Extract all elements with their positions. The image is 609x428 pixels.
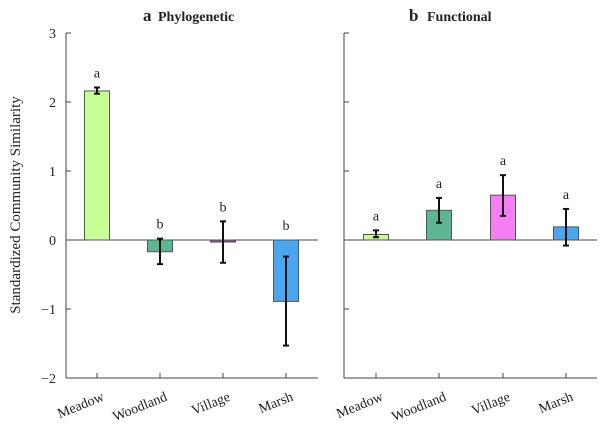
panel-a-phylogenetic: a Phylogenetic 3 2 1 0 −1 −2 a Meadow b Woodland b…: [41, 6, 318, 425]
panel-b-title: Functional: [427, 10, 492, 25]
x-tick-label: Meadow: [55, 389, 107, 422]
panel-a-letter: a: [143, 6, 152, 25]
y-tick-label: −1: [41, 303, 56, 318]
bar-meadow: [84, 90, 110, 241]
significance-label: a: [373, 209, 380, 224]
y-tick-label: 0: [49, 234, 56, 249]
x-tick-label: Meadow: [334, 389, 386, 422]
bar-village: [490, 194, 516, 241]
x-tick-label: Marsh: [537, 390, 576, 417]
panel-b-letter: b: [409, 6, 418, 25]
significance-label: a: [500, 154, 507, 169]
panel-b-functional: b Functional a Meadow a Woodland a Village a Ma…: [334, 6, 597, 425]
significance-label: a: [563, 188, 570, 203]
significance-label: a: [436, 177, 443, 192]
x-tick-label: Woodland: [111, 390, 170, 425]
y-tick-label: 2: [49, 96, 56, 111]
x-tick-label: Marsh: [257, 390, 296, 417]
panel-a-title: Phylogenetic: [158, 10, 234, 25]
x-tick-label: Village: [189, 390, 232, 419]
x-tick-label: Woodland: [390, 390, 449, 425]
significance-label: b: [220, 200, 227, 215]
significance-label: b: [283, 219, 290, 234]
y-tick-label: 3: [49, 27, 56, 42]
significance-label: b: [157, 218, 164, 233]
y-tick-label: 1: [49, 165, 56, 180]
x-tick-label: Village: [469, 390, 512, 419]
significance-label: a: [94, 67, 101, 82]
y-axis-label: Standardized Community Similarity: [8, 96, 24, 314]
y-tick-label: −2: [41, 372, 56, 387]
